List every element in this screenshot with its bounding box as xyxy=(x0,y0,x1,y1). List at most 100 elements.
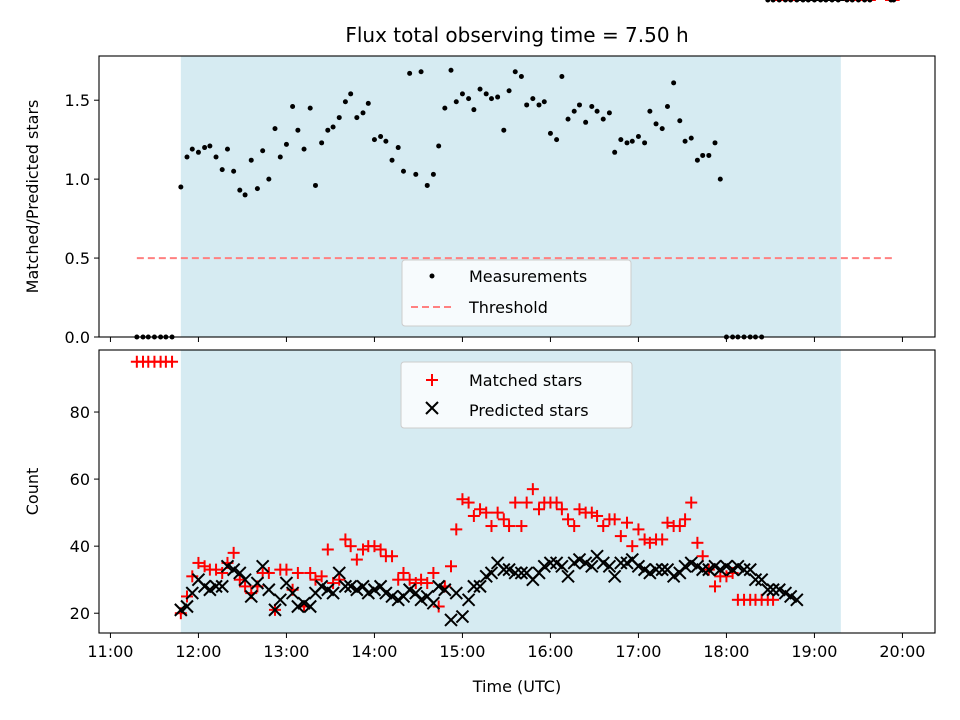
bottom-legend: Matched stars Predicted stars xyxy=(400,361,633,429)
matched-star-point xyxy=(386,550,399,563)
matched-star-point xyxy=(509,496,522,509)
matched-star-point xyxy=(427,566,440,579)
top-y-axis: 0.0 0.5 1.0 1.5 xyxy=(65,91,99,347)
x-tick-label: 18:00 xyxy=(703,642,749,661)
measurement-point xyxy=(594,108,600,114)
measurement-point xyxy=(844,0,850,3)
x-tick-label: 13:00 xyxy=(263,642,309,661)
measurement-point xyxy=(776,0,782,3)
matched-star-point xyxy=(166,355,179,368)
predicted-star-point xyxy=(748,572,763,587)
measurement-point xyxy=(248,157,254,163)
bottom-axes-frame xyxy=(98,349,936,634)
measurement-point xyxy=(471,107,477,113)
predicted-star-point xyxy=(350,583,364,597)
measurement-point xyxy=(178,184,184,190)
matched-star-point xyxy=(691,536,704,549)
predicted-star-point xyxy=(537,559,551,573)
predicted-star-point xyxy=(332,566,346,580)
measurement-point xyxy=(554,137,560,143)
measurement-point xyxy=(862,0,868,3)
measurement-point xyxy=(272,126,278,132)
x-axis-label: Time (UTC) xyxy=(472,677,561,696)
predicted-star-point xyxy=(502,562,516,577)
matched-star-point xyxy=(216,566,229,579)
predicted-star-point xyxy=(226,562,241,577)
matched-star-point xyxy=(497,513,510,526)
legend-predicted-marker xyxy=(425,401,439,415)
predicted-star-point xyxy=(555,559,569,573)
predicted-star-point xyxy=(373,579,388,594)
measurement-point xyxy=(571,108,577,114)
predicted-star-point xyxy=(203,583,217,597)
measurement-point xyxy=(805,0,811,3)
matched-star-point xyxy=(643,536,656,549)
predicted-star-point xyxy=(431,579,446,594)
measurement-point xyxy=(818,0,824,3)
measurement-point xyxy=(488,96,494,102)
matched-star-point xyxy=(673,520,686,533)
measurement-point xyxy=(348,91,354,97)
top-legend-box xyxy=(401,259,632,327)
top-legend: Measurements Threshold xyxy=(401,259,632,327)
measurement-point xyxy=(606,110,612,116)
matched-star-point xyxy=(445,560,457,573)
matched-star-point xyxy=(626,540,639,553)
measurement-point xyxy=(371,137,377,143)
measurement-point xyxy=(653,121,659,127)
predicted-star-point xyxy=(737,562,751,577)
predicted-star-point xyxy=(543,556,558,570)
measurement-point xyxy=(290,104,296,110)
predicted-star-point xyxy=(514,566,529,580)
bot-y-tick-label: 60 xyxy=(70,470,90,489)
predicted-star-point xyxy=(772,583,786,597)
x-tick-label: 16:00 xyxy=(527,642,573,661)
measurement-point xyxy=(277,154,283,160)
matched-star-point xyxy=(614,530,627,543)
matched-star-point xyxy=(321,543,334,556)
matched-star-point xyxy=(315,570,328,583)
x-tick-label: 11:00 xyxy=(87,642,133,661)
predicted-star-point xyxy=(356,579,370,594)
predicted-star-point xyxy=(614,556,628,570)
measurement-point xyxy=(694,157,700,163)
predicted-star-point xyxy=(473,579,487,594)
matched-star-point xyxy=(333,573,346,586)
matched-star-point xyxy=(685,496,698,509)
measurement-point xyxy=(700,152,706,158)
predicted-star-point xyxy=(209,579,223,594)
matched-star-point xyxy=(350,553,363,566)
measurement-point xyxy=(829,0,835,3)
matched-star-point xyxy=(262,566,275,579)
predicted-star-point xyxy=(180,599,194,614)
bottom-legend-box xyxy=(400,361,633,429)
matched-star-point xyxy=(474,503,487,516)
measurement-point xyxy=(477,86,483,92)
measurement-point xyxy=(342,99,348,105)
predicted-star-point xyxy=(273,593,287,607)
measurement-point xyxy=(307,105,313,111)
measurement-point xyxy=(407,70,413,76)
predicted-star-point xyxy=(643,566,657,580)
matched-star-point xyxy=(467,509,480,522)
measurement-point xyxy=(360,110,366,116)
predicted-star-point xyxy=(297,596,311,610)
measurement-point xyxy=(312,182,318,188)
measurement-point xyxy=(189,146,195,152)
predicted-star-point xyxy=(233,566,247,580)
bot-y-tick-label: 20 xyxy=(70,604,90,623)
measurement-point xyxy=(242,192,248,198)
predicted-star-point xyxy=(291,599,305,614)
measurement-point xyxy=(624,140,630,146)
measurement-point xyxy=(541,99,547,105)
measurement-point xyxy=(635,134,641,140)
predicted-star-point xyxy=(250,576,265,590)
predicted-star-point xyxy=(578,556,593,570)
measurement-point xyxy=(483,91,489,97)
measurement-point xyxy=(202,145,208,151)
predicted-star-point xyxy=(379,586,393,600)
predicted-star-point xyxy=(279,576,294,590)
matched-star-point xyxy=(210,563,223,576)
matched-star-point xyxy=(491,506,504,519)
